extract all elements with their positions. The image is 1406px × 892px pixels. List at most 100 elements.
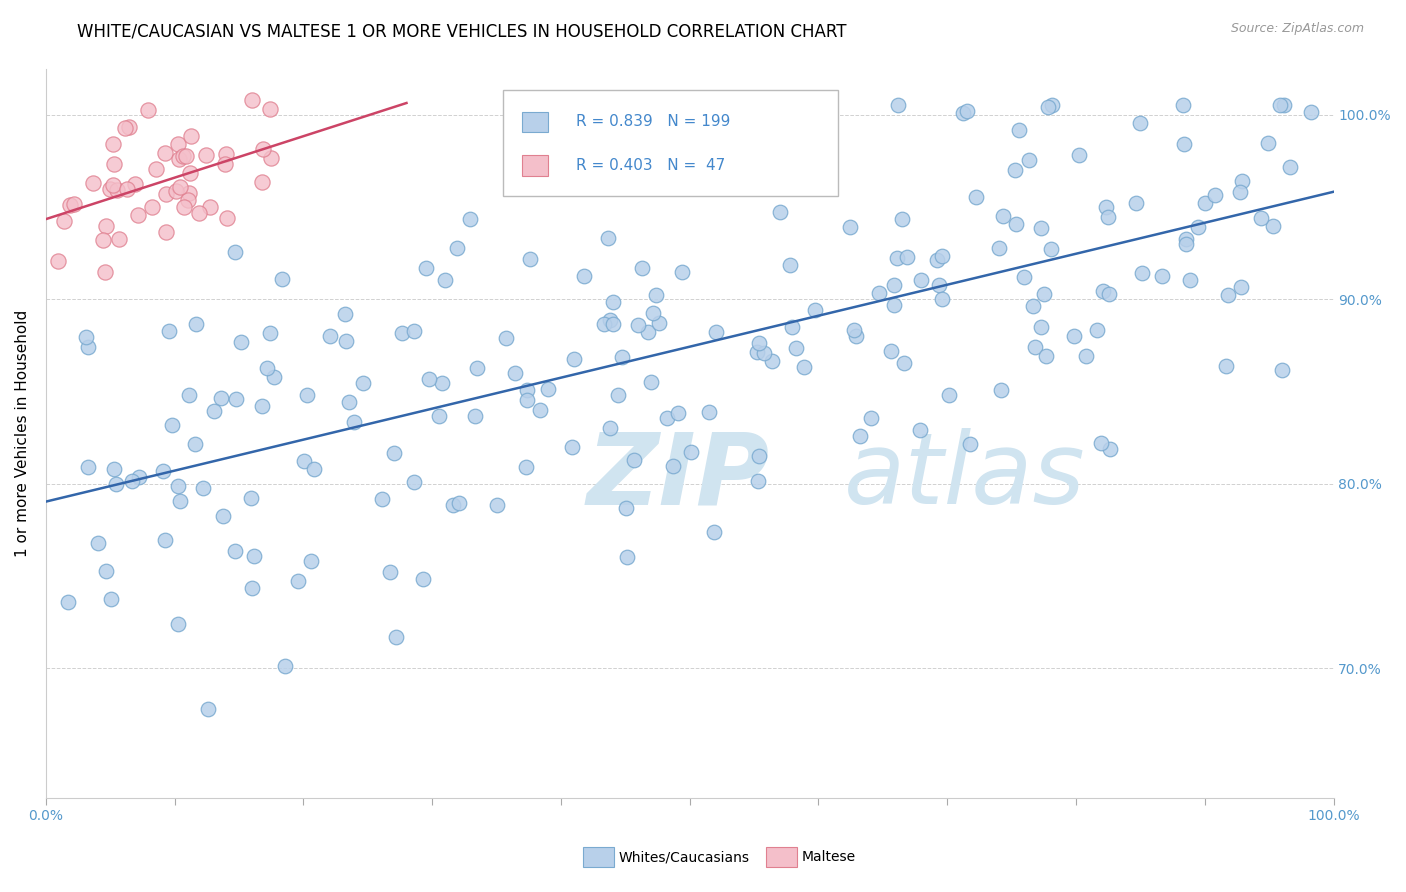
Y-axis label: 1 or more Vehicles in Household: 1 or more Vehicles in Household	[15, 310, 30, 557]
Point	[418, 371, 440, 385]
Text: WHITE/CAUCASIAN VS MALTESE 1 OR MORE VEHICLES IN HOUSEHOLD CORRELATION CHART: WHITE/CAUCASIAN VS MALTESE 1 OR MORE VEH…	[77, 22, 846, 40]
Point	[335, 334, 357, 349]
Point	[167, 137, 190, 152]
Point	[343, 415, 366, 429]
Point	[599, 312, 621, 326]
Point	[1024, 340, 1046, 354]
Point	[63, 196, 86, 211]
FancyBboxPatch shape	[503, 90, 838, 196]
Point	[593, 317, 616, 331]
Point	[927, 252, 949, 267]
Point	[702, 524, 724, 539]
Point	[173, 200, 195, 214]
Point	[1130, 266, 1153, 280]
Point	[1229, 185, 1251, 199]
Point	[910, 273, 932, 287]
Point	[1278, 160, 1301, 174]
Point	[1257, 136, 1279, 151]
Point	[91, 233, 114, 247]
Point	[287, 574, 309, 589]
Point	[75, 330, 97, 344]
Point	[627, 318, 650, 333]
Point	[145, 162, 167, 177]
Point	[1215, 359, 1237, 373]
Point	[842, 322, 865, 336]
Text: ZIP: ZIP	[586, 428, 769, 525]
Point	[516, 392, 538, 407]
Point	[214, 157, 236, 171]
Point	[464, 409, 486, 423]
Point	[124, 177, 146, 191]
Point	[378, 565, 401, 579]
Point	[187, 206, 209, 220]
Point	[259, 326, 281, 341]
Point	[441, 498, 464, 512]
Point	[302, 462, 325, 476]
Point	[270, 271, 292, 285]
Point	[242, 93, 264, 107]
Point	[167, 152, 190, 166]
Point	[195, 148, 218, 162]
Point	[1178, 273, 1201, 287]
Point	[402, 475, 425, 489]
Point	[225, 392, 247, 407]
Point	[928, 278, 950, 293]
Point	[887, 98, 910, 112]
Point	[1004, 162, 1026, 177]
Point	[432, 376, 454, 391]
Point	[1039, 242, 1062, 256]
Point	[94, 564, 117, 578]
Point	[848, 429, 870, 443]
Point	[748, 335, 770, 350]
Point	[174, 149, 197, 163]
Point	[56, 595, 79, 609]
Point	[1012, 269, 1035, 284]
Point	[938, 388, 960, 402]
Point	[103, 462, 125, 476]
Point	[100, 182, 122, 196]
Point	[505, 366, 527, 380]
Point	[883, 298, 905, 312]
Point	[1194, 195, 1216, 210]
Point	[769, 205, 792, 219]
Text: atlas: atlas	[844, 428, 1085, 525]
Point	[193, 481, 215, 495]
Point	[382, 446, 405, 460]
Point	[180, 128, 202, 143]
Point	[515, 460, 537, 475]
Point	[104, 477, 127, 491]
Point	[202, 404, 225, 418]
Point	[412, 572, 434, 586]
Point	[1250, 211, 1272, 226]
Point	[433, 273, 456, 287]
Point	[666, 406, 689, 420]
Point	[754, 345, 776, 359]
Point	[263, 369, 285, 384]
Point	[1299, 104, 1322, 119]
Point	[155, 533, 177, 548]
Text: Maltese: Maltese	[801, 850, 855, 864]
Point	[337, 395, 360, 409]
Point	[159, 324, 181, 338]
Point	[561, 441, 583, 455]
Point	[1035, 349, 1057, 363]
Point	[299, 554, 322, 568]
Point	[197, 702, 219, 716]
Point	[839, 219, 862, 234]
Point	[637, 326, 659, 340]
Point	[250, 175, 273, 189]
Point	[630, 261, 652, 276]
Point	[128, 469, 150, 483]
Point	[765, 152, 787, 166]
Point	[931, 293, 953, 307]
Point	[215, 211, 238, 226]
Point	[76, 460, 98, 475]
Point	[240, 581, 263, 595]
Point	[931, 249, 953, 263]
Point	[1029, 319, 1052, 334]
Point	[965, 190, 987, 204]
Point	[274, 658, 297, 673]
Text: Source: ZipAtlas.com: Source: ZipAtlas.com	[1230, 22, 1364, 36]
Point	[1085, 323, 1108, 337]
Point	[671, 265, 693, 279]
